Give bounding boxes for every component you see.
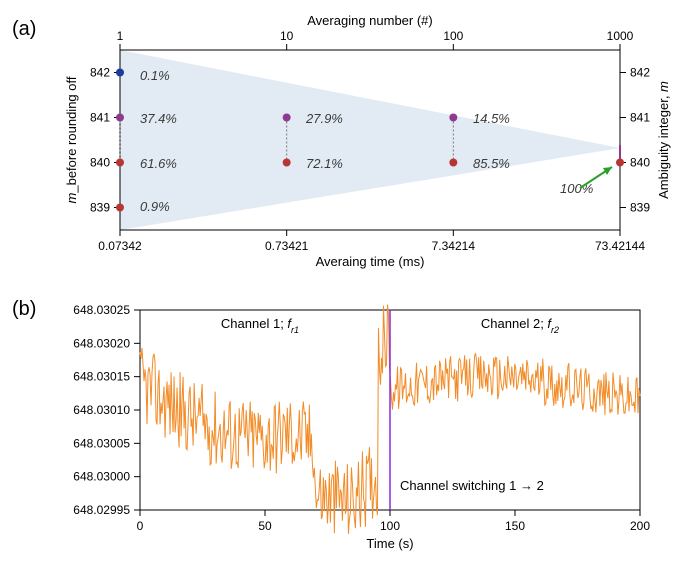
- svg-text:200: 200: [630, 519, 650, 533]
- panel-b-svg: 0 50 100 150 200 Time (s) 648.02995 648.…: [60, 290, 680, 560]
- btm-tick-1: 0.73421: [265, 239, 309, 253]
- panel-a-chart: 1 10 100 1000 Averaging number (#) 0.073…: [60, 10, 680, 270]
- pct-1-0: 27.9%: [305, 111, 343, 126]
- pct-2-1: 85.5%: [473, 156, 510, 171]
- switching-label: Channel switching 1 → 2: [400, 478, 544, 493]
- btm-tick-0: 0.07342: [98, 239, 142, 253]
- top-tick-3: 1000: [607, 29, 634, 43]
- panel-b-chart: 0 50 100 150 200 Time (s) 648.02995 648.…: [60, 290, 680, 560]
- by-0: 648.02995: [73, 503, 130, 517]
- by-3: 648.03010: [73, 403, 130, 417]
- by-6: 648.03025: [73, 303, 130, 317]
- by-2: 648.03005: [73, 436, 130, 450]
- top-tick-0: 1: [117, 29, 124, 43]
- ch1-label: Channel 1; fr1: [221, 316, 299, 335]
- btm-tick-2: 7.34214: [432, 239, 476, 253]
- pct-0-0: 0.1%: [140, 68, 170, 83]
- b-x-ticks: 0 50 100 150 200: [137, 510, 651, 533]
- left-y-label: m_before rounding off: [64, 76, 79, 203]
- pct-1-1: 72.1%: [306, 156, 343, 171]
- panel-b-label: (b): [12, 298, 36, 321]
- ly-tick-3: 842: [90, 66, 110, 80]
- b-x-label: Time (s): [366, 536, 413, 551]
- by-1: 648.03000: [73, 470, 130, 484]
- by-4: 648.03015: [73, 370, 130, 384]
- svg-text:50: 50: [258, 519, 272, 533]
- ly-tick-2: 841: [90, 111, 110, 125]
- pct-0-3: 0.9%: [140, 199, 170, 214]
- right-y-ticks: 839 840 841 842: [620, 66, 650, 215]
- top-x-label: Averaging number (#): [307, 13, 433, 28]
- left-y-ticks: 839 840 841 842: [90, 66, 120, 215]
- ry-tick-1: 840: [630, 156, 650, 170]
- top-tick-1: 10: [280, 29, 294, 43]
- panel-a-label: (a): [12, 18, 36, 41]
- ry-tick-0: 839: [630, 201, 650, 215]
- panel-a-svg: 1 10 100 1000 Averaging number (#) 0.073…: [60, 10, 680, 270]
- pct-0-2: 61.6%: [140, 156, 177, 171]
- top-x-ticks: 1 10 100 1000: [117, 29, 634, 50]
- pct-2-0: 14.5%: [473, 111, 510, 126]
- svg-text:150: 150: [505, 519, 525, 533]
- bg-triangle: [120, 50, 620, 230]
- ch2-label: Channel 2; fr2: [481, 316, 559, 335]
- top-tick-2: 100: [443, 29, 463, 43]
- right-y-label: Ambiguity integer, m: [656, 81, 671, 199]
- bottom-x-label: Averaing time (ms): [316, 254, 425, 269]
- b-y-ticks: 648.02995 648.03000 648.03005 648.03010 …: [73, 303, 140, 517]
- pct-0-1: 37.4%: [140, 111, 177, 126]
- ry-tick-2: 841: [630, 111, 650, 125]
- by-5: 648.03020: [73, 336, 130, 350]
- ly-tick-0: 839: [90, 201, 110, 215]
- bottom-x-ticks: 0.07342 0.73421 7.34214 73.42144: [98, 230, 645, 253]
- plot-a-area: 1 10 100 1000 Averaging number (#) 0.073…: [64, 13, 671, 269]
- svg-text:0: 0: [137, 519, 144, 533]
- ry-tick-3: 842: [630, 66, 650, 80]
- btm-tick-3: 73.42144: [595, 239, 645, 253]
- ly-tick-1: 840: [90, 156, 110, 170]
- svg-text:100: 100: [380, 519, 400, 533]
